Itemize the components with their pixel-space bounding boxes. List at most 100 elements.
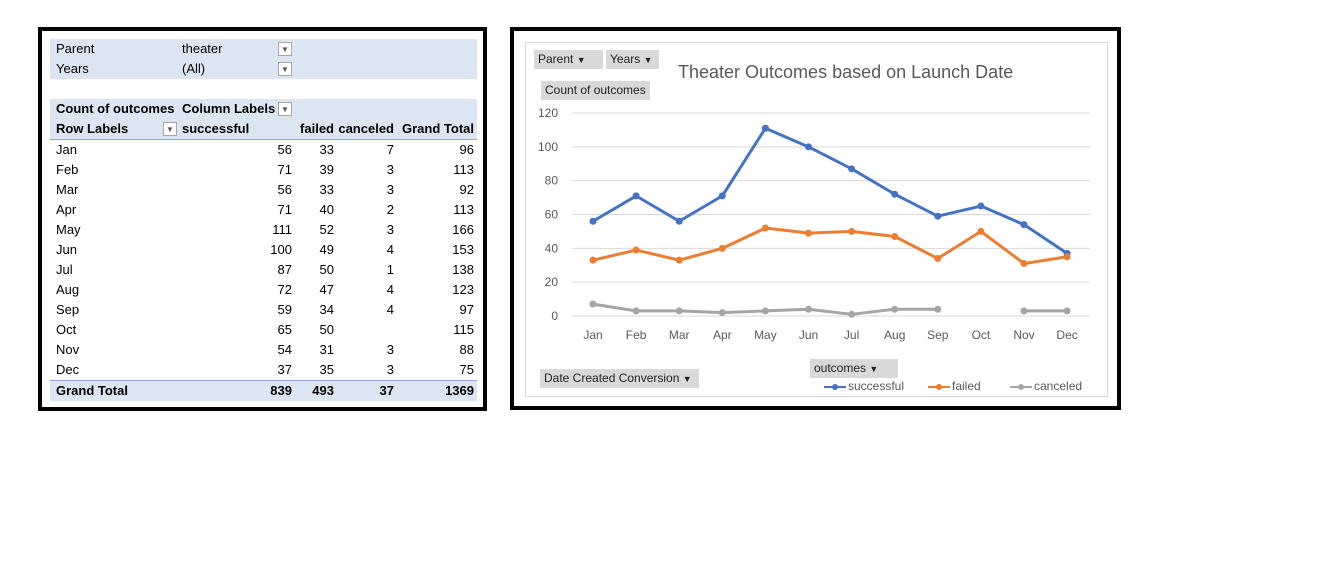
cell-grand-total: 113 [453, 202, 474, 217]
x-tick-label: Mar [669, 328, 690, 342]
years-filter-button[interactable]: Years ▼ [606, 50, 659, 69]
data-point-successful [891, 190, 899, 198]
cell-successful: 65 [277, 322, 292, 337]
cell-canceled: 1 [386, 262, 394, 277]
filter-row-parent: Parent theater ▼ [50, 39, 477, 59]
grand-total-total: 1369 [445, 383, 474, 398]
cell-canceled: 3 [386, 162, 394, 177]
data-point-failed [1020, 260, 1028, 268]
cell-successful: 59 [277, 302, 292, 317]
data-point-successful [977, 202, 985, 210]
legend-item-failed[interactable]: failed [928, 377, 981, 395]
pivot-body: Jan 56 33 7 96 Feb 71 39 3 113 Mar 56 33 3 92 Apr 71 40 2 1… [50, 140, 477, 380]
pivot-chart-panel [510, 27, 1121, 410]
table-row: Aug 72 47 4 123 [50, 280, 477, 300]
x-tick-label: Aug [884, 328, 905, 342]
filter-icon: ▼ [576, 55, 586, 65]
grand-total-failed: 493 [312, 383, 334, 398]
legend-label: canceled [1034, 379, 1083, 393]
table-row: Dec 37 35 3 75 [50, 360, 477, 380]
column-header-canceled: canceled [338, 121, 394, 136]
data-point-successful [848, 165, 856, 173]
cell-successful: 87 [277, 262, 292, 277]
data-point-failed [805, 229, 812, 237]
x-tick-label: Sep [927, 328, 949, 342]
data-point-failed [718, 244, 726, 252]
data-point-canceled [718, 309, 726, 317]
cell-grand-total: 153 [452, 242, 474, 257]
values-field-button[interactable]: Count of outcomes [541, 81, 650, 100]
parent-filter-label: Parent [538, 52, 574, 66]
cell-successful: 56 [277, 142, 292, 157]
filter-label: Years [56, 61, 89, 76]
cell-failed: 49 [319, 242, 334, 257]
table-row: Feb 71 39 3 113 [50, 160, 477, 180]
filter-value: theater [182, 41, 223, 56]
data-point-failed [977, 227, 985, 235]
legend-item-canceled[interactable]: canceled [1010, 377, 1082, 395]
table-row: Jan 56 33 7 96 [50, 140, 477, 160]
data-point-failed [1063, 253, 1071, 261]
data-point-canceled [675, 307, 683, 315]
cell-grand-total: 96 [459, 142, 474, 157]
filter-icon[interactable]: ▼ [278, 42, 292, 56]
cell-canceled: 3 [386, 362, 394, 377]
y-tick-label: 80 [545, 174, 559, 188]
x-tick-label: Dec [1056, 328, 1077, 342]
cell-successful: 71 [277, 162, 292, 177]
x-tick-label: Jul [844, 328, 859, 342]
parent-filter-button[interactable]: Parent ▼ [534, 50, 603, 69]
legend-field-button[interactable]: outcomes ▼ [810, 359, 898, 378]
row-label: Jul [56, 262, 73, 277]
table-row: Apr 71 40 2 113 [50, 200, 477, 220]
row-label: Jan [56, 142, 77, 157]
cell-grand-total: 75 [459, 362, 474, 377]
data-point-canceled [1020, 307, 1028, 315]
data-point-canceled [632, 307, 640, 315]
axis-field-button[interactable]: Date Created Conversion ▼ [540, 369, 699, 388]
row-labels-header: Row Labels [56, 121, 129, 136]
column-header-successful: successful [182, 121, 250, 136]
row-label: Feb [56, 162, 79, 177]
data-point-successful [718, 192, 726, 200]
dropdown-icon[interactable]: ▼ [163, 122, 177, 136]
values-label: Count of outcomes [56, 101, 175, 116]
row-label: Apr [56, 202, 77, 217]
filter-value: (All) [182, 61, 206, 76]
row-label: Jun [56, 242, 77, 257]
chart-title: Theater Outcomes based on Launch Date [678, 62, 1014, 82]
row-label: Sep [56, 302, 80, 317]
cell-canceled: 3 [386, 342, 394, 357]
sort-filter-icon[interactable]: ▼ [278, 102, 292, 116]
pivot-table-panel: Parent theater ▼ Years (All) ▼ Count of … [38, 27, 487, 411]
cell-successful: 37 [277, 362, 292, 377]
row-label: Nov [56, 342, 80, 357]
filter-row-years: Years (All) ▼ [50, 59, 477, 79]
legend-item-successful[interactable]: successful [824, 377, 904, 395]
pivot-table: Parent theater ▼ Years (All) ▼ Count of … [50, 39, 477, 401]
grand-total-canceled: 37 [379, 383, 394, 398]
table-row: Jun 100 49 4 153 [50, 240, 477, 260]
cell-successful: 71 [277, 202, 292, 217]
x-tick-label: Jun [799, 328, 818, 342]
dropdown-icon: ▼ [682, 374, 692, 384]
cell-grand-total: 113 [453, 162, 474, 177]
cell-failed: 52 [319, 222, 334, 237]
data-point-failed [891, 232, 899, 240]
y-tick-label: 20 [545, 275, 559, 289]
table-row: Nov 54 31 3 88 [50, 340, 477, 360]
cell-grand-total: 123 [452, 282, 474, 297]
header-row-values: Count of outcomes Column Labels ▼ [50, 99, 477, 119]
cell-failed: 35 [319, 362, 334, 377]
table-row: Jul 87 50 1 138 [50, 260, 477, 280]
filter-label: Parent [56, 41, 95, 56]
dropdown-icon[interactable]: ▼ [278, 62, 292, 76]
cell-failed: 34 [319, 302, 334, 317]
data-point-canceled [805, 305, 812, 313]
cell-grand-total: 92 [459, 182, 474, 197]
grand-total-label: Grand Total [56, 383, 128, 398]
y-tick-label: 0 [551, 309, 558, 323]
cell-failed: 33 [319, 142, 334, 157]
table-row: Mar 56 33 3 92 [50, 180, 477, 200]
